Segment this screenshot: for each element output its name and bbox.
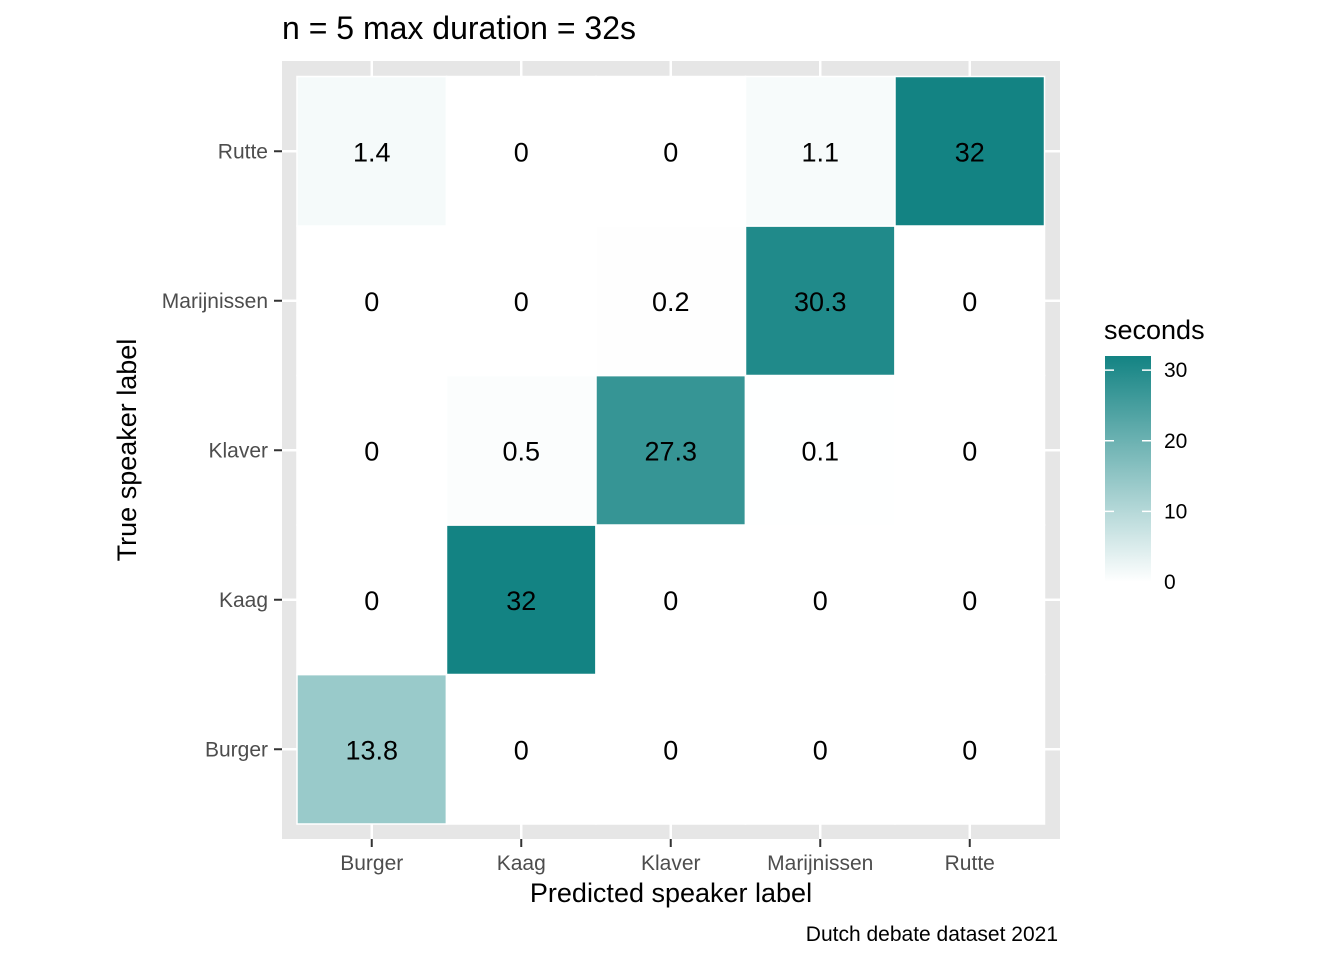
cell-value-klaver-kaag: 0.5 (502, 436, 540, 466)
y-axis: Burger Kaag Klaver Marijnissen Rutte (162, 140, 282, 761)
cell-value-marijnissen-klaver: 0.2 (652, 287, 690, 317)
cell-value-rutte-klaver: 0 (663, 137, 678, 167)
legend-ticks: 0 10 20 30 (1105, 359, 1187, 594)
x-tick-label-burger: Burger (340, 852, 403, 875)
cell-value-kaag-klaver: 0 (663, 586, 678, 616)
cell-value-burger-rutte: 0 (962, 735, 977, 765)
cell-value-burger-marijnissen: 0 (813, 735, 828, 765)
heatmap-cell-marijnissen-burger (296, 225, 448, 377)
cell-value-klaver-burger: 0 (364, 436, 379, 466)
chart-caption: Dutch debate dataset 2021 (806, 923, 1058, 946)
heatmap-cell-marijnissen-klaver (595, 225, 747, 377)
cell-value-kaag-marijnissen: 0 (813, 586, 828, 616)
heatmap-cell-burger-klaver (595, 673, 747, 825)
x-tick-label-kaag: Kaag (497, 852, 546, 875)
cell-value-burger-kaag: 0 (514, 735, 529, 765)
heatmap-cell-kaag-rutte (894, 524, 1046, 676)
cell-value-klaver-klaver: 27.3 (644, 436, 697, 466)
y-tick-label-kaag: Kaag (219, 589, 268, 612)
heatmap-cell-rutte-marijnissen (744, 75, 896, 227)
y-tick-label-rutte: Rutte (218, 140, 268, 163)
heatmap-cell-klaver-kaag (445, 374, 597, 526)
x-tick-label-klaver: Klaver (641, 852, 701, 875)
cell-value-labels: 13.8 0 0 0 0 0 32 0 0 0 0 0.5 27.3 0.1 0 0 0 0.2 30.3 0 1.4 0… (345, 137, 984, 765)
cell-value-kaag-rutte: 0 (962, 586, 977, 616)
cell-value-klaver-rutte: 0 (962, 436, 977, 466)
cell-value-kaag-kaag: 32 (506, 586, 536, 616)
heatmap-cell-burger-marijnissen (744, 673, 896, 825)
cell-value-rutte-kaag: 0 (514, 137, 529, 167)
heatmap-cells (296, 75, 1046, 825)
heatmap-cell-klaver-klaver (595, 374, 747, 526)
x-tick-label-marijnissen: Marijnissen (767, 852, 873, 875)
heatmap-cell-kaag-burger (296, 524, 448, 676)
heatmap-cell-klaver-marijnissen (744, 374, 896, 526)
y-tick-label-marijnissen: Marijnissen (162, 290, 268, 313)
y-tick-label-klaver: Klaver (208, 439, 268, 462)
heatmap-cell-burger-rutte (894, 673, 1046, 825)
cell-value-klaver-marijnissen: 0.1 (801, 436, 839, 466)
legend-tick-label-30: 30 (1164, 359, 1187, 382)
cell-value-marijnissen-kaag: 0 (514, 287, 529, 317)
legend-title: seconds (1104, 315, 1205, 345)
chart-title: n = 5 max duration = 32s (282, 10, 636, 46)
cell-value-rutte-burger: 1.4 (353, 137, 391, 167)
legend-tick-label-10: 10 (1164, 500, 1187, 523)
legend-tick-label-0: 0 (1164, 571, 1176, 594)
heatmap-cell-rutte-kaag (445, 75, 597, 227)
heatmap-cell-klaver-rutte (894, 374, 1046, 526)
cell-value-kaag-burger: 0 (364, 586, 379, 616)
cell-value-rutte-marijnissen: 1.1 (801, 137, 839, 167)
color-legend: seconds 0 10 20 30 (1104, 315, 1205, 594)
x-axis: Burger Kaag Klaver Marijnissen Rutte (340, 839, 995, 875)
legend-tick-label-20: 20 (1164, 430, 1187, 453)
x-tick-label-rutte: Rutte (945, 852, 995, 875)
heatmap-cell-kaag-kaag (445, 524, 597, 676)
x-axis-title: Predicted speaker label (530, 878, 812, 908)
heatmap-cell-burger-kaag (445, 673, 597, 825)
heatmap-cell-rutte-rutte (894, 75, 1046, 227)
cell-value-rutte-rutte: 32 (955, 137, 985, 167)
legend-colorbar (1105, 356, 1151, 582)
cell-value-burger-burger: 13.8 (345, 735, 398, 765)
cell-value-marijnissen-burger: 0 (364, 287, 379, 317)
cell-value-marijnissen-marijnissen: 30.3 (794, 287, 847, 317)
heatmap-cell-kaag-marijnissen (744, 524, 896, 676)
cell-value-burger-klaver: 0 (663, 735, 678, 765)
cell-value-marijnissen-rutte: 0 (962, 287, 977, 317)
heatmap-cell-marijnissen-rutte (894, 225, 1046, 377)
heatmap-cell-burger-burger (296, 673, 448, 825)
y-axis-title: True speaker label (112, 339, 142, 562)
y-tick-label-burger: Burger (205, 738, 268, 761)
heatmap-cell-marijnissen-kaag (445, 225, 597, 377)
